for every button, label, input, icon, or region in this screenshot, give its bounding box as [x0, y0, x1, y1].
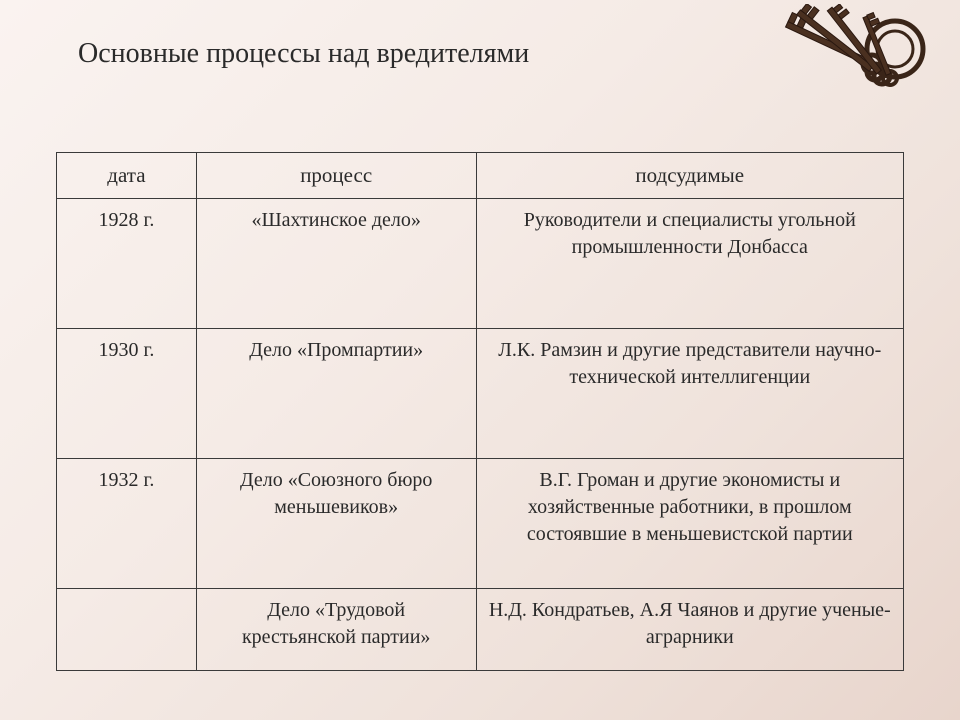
cell-process: «Шахтинское дело» [196, 199, 476, 329]
table-row: 1930 г. Дело «Промпартии» Л.К. Рамзин и … [57, 329, 904, 459]
keys-icon [720, 4, 940, 144]
table-header-row: дата процесс подсудимые [57, 153, 904, 199]
table-row: Дело «Трудовой крестьянской партии» Н.Д.… [57, 589, 904, 671]
cell-date [57, 589, 197, 671]
cell-process: Дело «Трудовой крестьянской партии» [196, 589, 476, 671]
col-header-date: дата [57, 153, 197, 199]
page-title: Основные процессы над вредителями [78, 38, 529, 70]
table-row: 1928 г. «Шахтинское дело» Руководители и… [57, 199, 904, 329]
cell-defendants: Л.К. Рамзин и другие представители научн… [476, 329, 903, 459]
col-header-defendants: подсудимые [476, 153, 903, 199]
table-row: 1932 г. Дело «Союзного бюро меньшевиков»… [57, 459, 904, 589]
trials-table: дата процесс подсудимые 1928 г. «Шахтинс… [56, 152, 904, 671]
cell-process: Дело «Промпартии» [196, 329, 476, 459]
col-header-process: процесс [196, 153, 476, 199]
cell-date: 1930 г. [57, 329, 197, 459]
cell-date: 1928 г. [57, 199, 197, 329]
cell-defendants: Руководители и специалисты угольной пром… [476, 199, 903, 329]
cell-process: Дело «Союзного бюро меньшевиков» [196, 459, 476, 589]
cell-defendants: Н.Д. Кондратьев, А.Я Чаянов и другие уче… [476, 589, 903, 671]
cell-date: 1932 г. [57, 459, 197, 589]
cell-defendants: В.Г. Громан и другие экономисты и хозяйс… [476, 459, 903, 589]
